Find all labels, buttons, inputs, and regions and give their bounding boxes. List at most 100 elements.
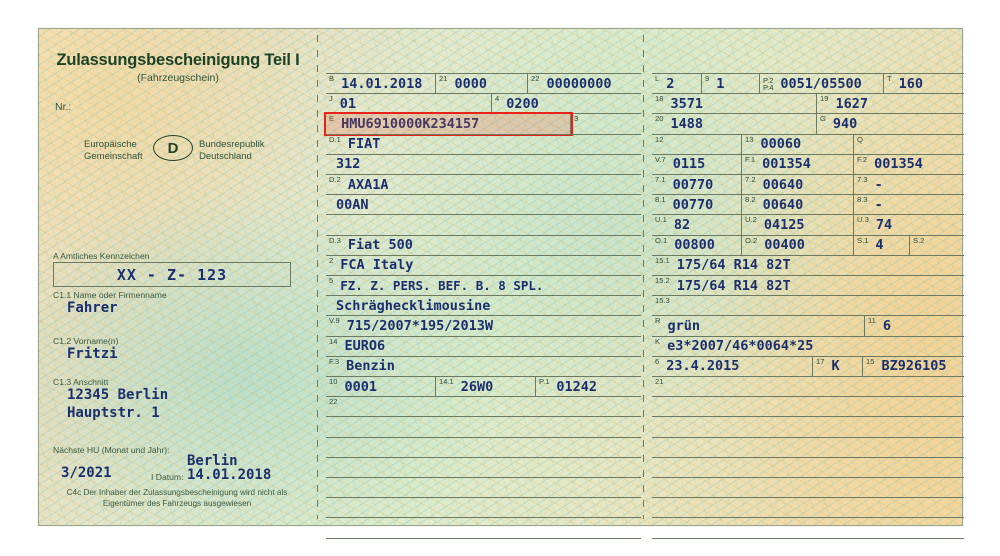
- holder-panel: Zulassungsbescheinigung Teil I (Fahrzeug…: [39, 29, 311, 525]
- field-code: D.3: [329, 235, 341, 245]
- vehicle-technical-row: 18 3571 19 1627: [652, 93, 964, 114]
- field-cell: [652, 539, 964, 556]
- vehicle-technical-row: [652, 456, 964, 477]
- document-subtitle: (Fahrzeugschein): [137, 72, 219, 84]
- field-code: 18: [655, 94, 664, 104]
- field-value: 4: [875, 237, 884, 254]
- field-cell: 312: [326, 155, 641, 174]
- field-cell: [326, 539, 641, 556]
- vehicle-identity-row: [326, 214, 641, 234]
- vehicle-identity-row: 2 FCA Italy: [326, 254, 641, 275]
- vehicle-technical-row: U.1 82 U.2 04125 U.3 74: [652, 214, 964, 235]
- field-code: 2: [329, 255, 334, 265]
- field-value: 00770: [672, 196, 714, 213]
- field-cell-u.1: U.1 82: [652, 215, 742, 235]
- plate-label: A Amtliches Kennzeichen: [53, 251, 150, 261]
- field-cell: [652, 518, 964, 537]
- field-cell: [326, 438, 641, 457]
- field-cell: [326, 215, 641, 234]
- field-cell-14: 14 EURO6: [326, 337, 641, 356]
- vehicle-technical-row: [652, 517, 964, 537]
- field-cell: [326, 417, 641, 436]
- field-cell-2: 2 FCA Italy: [326, 256, 641, 275]
- field-cell-s.1: S.1 4: [854, 235, 910, 255]
- field-cell: [326, 478, 641, 497]
- vehicle-identity-row: 312: [326, 153, 641, 174]
- field-cell: Schräghecklimousine: [326, 296, 641, 315]
- field-value: 00640: [762, 196, 804, 213]
- vehicle-identity-row: [326, 416, 641, 436]
- vehicle-technical-row: L 2 9 1 P.2 P.4 0051/05500 T 160: [652, 73, 964, 94]
- field-value: 2: [666, 75, 675, 92]
- field-cell-17: 17 K: [813, 356, 863, 376]
- vehicle-technical-row: 8.1 00770 8.2 00640 8.3-: [652, 194, 964, 215]
- field-code: 7.2: [745, 175, 756, 184]
- field-cell: [652, 438, 964, 457]
- field-cell: [652, 417, 964, 436]
- field-cell-4: 4 0200: [492, 94, 641, 113]
- field-cell-21: 21: [652, 377, 964, 396]
- field-value: FCA Italy: [340, 257, 414, 274]
- vehicle-technical-row: [652, 477, 964, 497]
- field-value: 0051/05500: [780, 75, 862, 92]
- country-code-oval: D: [153, 135, 193, 161]
- name-value: Fahrer: [67, 300, 118, 316]
- field-code: 15.1: [655, 255, 670, 265]
- field-value: e3*2007/46*0064*25: [667, 338, 814, 355]
- field-cell-22: 22 00000000: [528, 74, 641, 93]
- field-code: 3: [574, 114, 579, 124]
- field-cell-u.2: U.2 04125: [742, 215, 854, 235]
- next-inspection-value: 3/2021: [61, 465, 112, 481]
- vehicle-identity-row: 14 EURO6: [326, 335, 641, 356]
- federal-republic-label: Bundesrepublik Deutschland: [199, 139, 265, 162]
- field-cell-7.1: 7.1 00770: [652, 175, 742, 195]
- field-value: 715/2007*195/2013W: [346, 317, 494, 334]
- field-value: 82: [673, 216, 691, 233]
- field-cell: [652, 397, 964, 416]
- field-code: O.1: [655, 235, 668, 245]
- field-cell: [326, 498, 641, 517]
- field-cell-q: Q: [854, 135, 964, 154]
- vehicle-technical-row: [652, 497, 964, 517]
- vehicle-identity-row: V.9 715/2007*195/2013W: [326, 315, 641, 335]
- field-value: 00AN: [336, 196, 369, 213]
- field-code: R: [655, 316, 661, 326]
- field-code: 15.3: [655, 296, 670, 306]
- name-label: C1.1 Name oder Firmenname: [53, 290, 167, 300]
- field-value: 940: [832, 115, 858, 132]
- field-cell-7.2: 7.2 00640: [742, 175, 854, 195]
- field-code: 21: [655, 377, 664, 386]
- field-code: 8.3: [857, 195, 868, 205]
- field-value: 00770: [672, 176, 714, 193]
- address-label: C1.3 Anschnitt: [53, 377, 109, 387]
- vehicle-technical-row: 15.3: [652, 295, 964, 315]
- field-code: 8.2: [745, 195, 756, 205]
- field-value: -: [874, 196, 883, 213]
- field-value: K: [831, 358, 840, 375]
- perforation-line-left: [317, 35, 318, 519]
- field-value: 00060: [760, 136, 802, 153]
- field-value: 3571: [670, 95, 703, 112]
- vehicle-identity-panel: B 14.01.2018 21 0000 22 00000000 J 01 4 0200 E HMU6…: [324, 29, 641, 556]
- field-value: Benzin: [346, 358, 395, 375]
- field-value: 175/64 R14 82T: [676, 277, 791, 294]
- vehicle-identity-row: [326, 456, 641, 477]
- field-code: Q: [857, 134, 863, 144]
- vehicle-technical-row: 20 1488 G 940: [652, 113, 964, 134]
- field-code: 14.1: [439, 377, 454, 386]
- field-cell-f.1: F.1 001354: [742, 154, 854, 174]
- field-value: 160: [898, 75, 924, 92]
- field-code: P.1: [539, 377, 550, 386]
- field-value: Schräghecklimousine: [336, 297, 491, 314]
- field-value: 00640: [762, 176, 804, 193]
- plate-box: XX - Z- 123: [53, 262, 291, 287]
- field-value: 74: [875, 216, 893, 233]
- vehicle-technical-row: O.1 00800 O.2 00400 S.1 4 S.2: [652, 234, 964, 255]
- field-code: 11: [868, 316, 876, 326]
- vehicle-identity-row: F.3 Benzin: [326, 355, 641, 376]
- field-value: 01: [339, 95, 357, 112]
- field-cell-20: 20 1488: [652, 114, 817, 134]
- field-value: 001354: [762, 156, 811, 173]
- field-value: grün: [667, 317, 700, 334]
